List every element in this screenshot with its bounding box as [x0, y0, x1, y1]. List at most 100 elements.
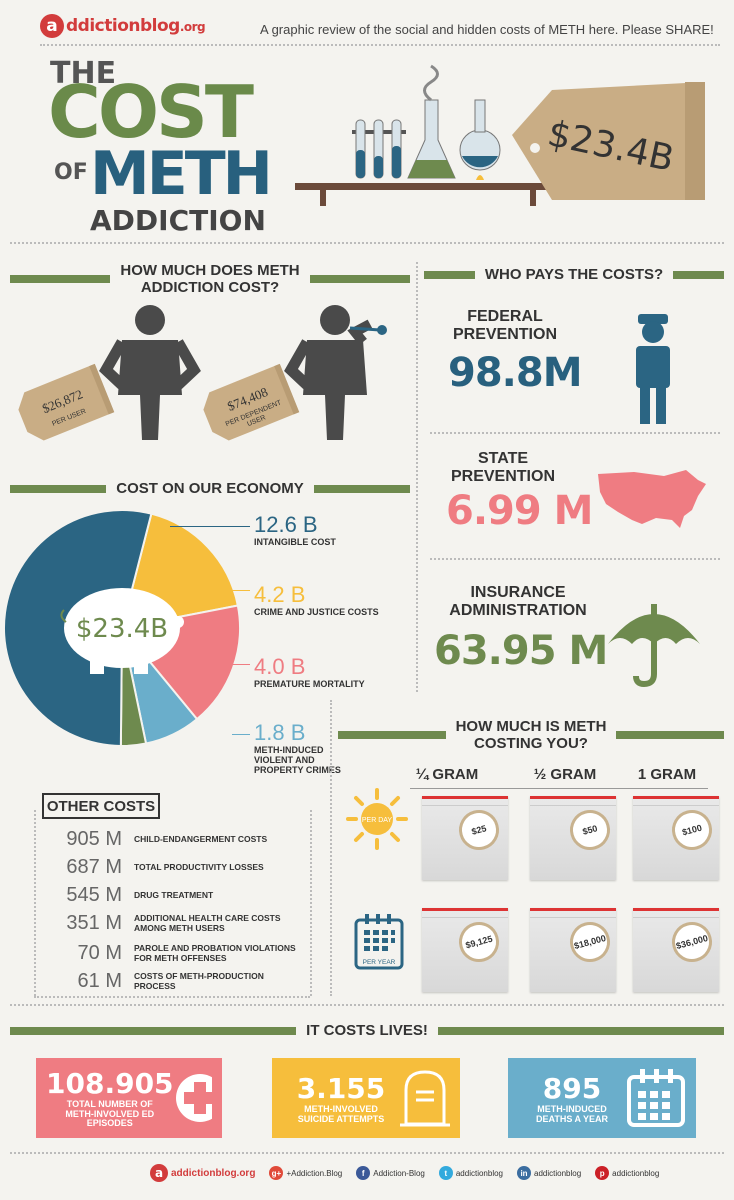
other-cost-label: CHILD-ENDANGERMENT COSTS [134, 833, 304, 844]
economy-label: CRIME AND JUSTICE COSTS [254, 607, 379, 617]
footer-social-label: addictionblog [534, 1168, 582, 1178]
lives-label: METH-INVOLVED ED [65, 1108, 155, 1119]
economy-label: VIOLENT AND [254, 754, 315, 765]
divider [10, 1152, 724, 1154]
header-bar [424, 270, 475, 279]
other-cost-label-line: COSTS OF METH-PRODUCTION PROCESS [134, 971, 264, 991]
calendar-icon: PER YEAR [354, 914, 404, 970]
economy-legend-item: 12.6 B INTANGIBLE COST [254, 512, 336, 548]
legend-connector [170, 526, 250, 527]
header-line: HOW MUCH DOES METH [120, 262, 300, 279]
other-cost-label: PAROLE AND PROBATION VIOLATIONS FOR METH … [134, 943, 304, 963]
logo-text: ddictionblog.org [66, 16, 206, 36]
lives-text: 108.905 TOTAL NUMBER OF METH-INVOLVED ED… [46, 1067, 174, 1130]
legend-connector [232, 664, 250, 665]
divider [416, 262, 418, 692]
section-title: IT COSTS LIVES! [306, 1022, 428, 1039]
cost-figures: $26,872 PER USER $74,408 PER DEPENDENT U… [18, 305, 387, 441]
other-cost-value: 905 M [66, 828, 122, 850]
burner-flame-icon [476, 175, 484, 180]
footer-logo[interactable]: a addictionblog.org [150, 1164, 255, 1182]
lives-box-ed-episodes: 108.905 TOTAL NUMBER OF METH-INVOLVED ED… [36, 1058, 222, 1138]
logo-badge: a [40, 14, 64, 38]
other-cost-label-line: TOTAL PRODUCTIVITY LOSSES [134, 861, 264, 872]
other-cost-row: 70 M PAROLE AND PROBATION VIOLATIONS FOR M… [44, 942, 304, 965]
footer-social-link[interactable]: g+ +Addiction.Blog [269, 1166, 342, 1180]
legend-connector [232, 590, 250, 591]
footer-social-link[interactable]: t addictionblog [438, 1166, 503, 1180]
round-flask-liquid [462, 156, 498, 168]
person-smoking-icon [284, 305, 387, 440]
lives-label: SUICIDE ATTEMPTS [297, 1113, 385, 1124]
other-cost-label-line: CHILD-ENDANGERMENT COSTS [134, 833, 268, 844]
section-header-cost: HOW MUCH DOES METH ADDICTION COST? [10, 262, 411, 297]
round-flask-neck [474, 99, 486, 133]
header-bar [309, 275, 411, 284]
payer-value: 98.8M [448, 350, 582, 396]
divider [310, 810, 312, 996]
tombstone-icon [400, 1070, 450, 1127]
payer-title-line: STATE [477, 450, 529, 467]
price-tag-stripe [685, 82, 705, 200]
economy-value: 1.8 B [254, 720, 306, 745]
lives-box-deaths: 895 METH-INDUCED DEATHS A YEAR [508, 1058, 696, 1138]
lab-table-top [295, 183, 595, 190]
person-icon [99, 305, 201, 440]
footer-social-link[interactable]: f Addiction-Blog [356, 1166, 425, 1180]
other-cost-row: 61 M COSTS OF METH-PRODUCTION PROCESS [44, 970, 304, 993]
payer-value: 63.95 M [434, 628, 608, 674]
lives-label: METH-INVOLVED [304, 1103, 378, 1114]
tagline: A graphic review of the social and hidde… [260, 22, 714, 37]
footer-social-label: addictionblog [612, 1168, 660, 1178]
section-title: HOW MUCH DOES METH ADDICTION COST? [120, 262, 299, 297]
section-header-lives: IT COSTS LIVES! [10, 1022, 724, 1039]
logo-text-main: ddictionblog [66, 16, 180, 36]
lives-label: DEATHS A YEAR [535, 1113, 608, 1124]
lives-box-suicide-attempts: 3.155 METH-INVOLVED SUICIDE ATTEMPTS [272, 1058, 460, 1138]
header-bar [10, 484, 107, 493]
title-the: THE [50, 56, 117, 91]
payer-title: STATE PREVENTION [448, 450, 558, 485]
divider [40, 44, 720, 46]
footer-social-link[interactable]: p addictionblog [595, 1166, 659, 1180]
payer-value: 6.99 M [446, 488, 593, 534]
header-bar [313, 484, 411, 493]
footer: a addictionblog.org g+ +Addiction.Blog f Ad… [150, 1164, 659, 1182]
divider [10, 242, 724, 244]
payer-title-line: PREVENTION [452, 325, 557, 343]
piggy-bank-icon [60, 588, 184, 674]
header-line: HOW MUCH IS METH [455, 718, 607, 735]
section-header-economy: COST ON OUR ECONOMY [10, 480, 411, 497]
economy-label: PROPERTY CRIMES [254, 764, 341, 775]
pipe-icon [349, 326, 381, 332]
title-of: OF [54, 160, 88, 185]
footer-social-link[interactable]: in addictionblog [517, 1166, 581, 1180]
footer-social-label: Addiction-Blog [373, 1168, 425, 1178]
footer-social: g+ +Addiction.Blog f Addiction-Blog t addicti… [269, 1166, 659, 1180]
economy-value: 4.0 B [254, 654, 306, 679]
other-cost-row: 351 M ADDITIONAL HEALTH CARE COSTS AMONG M… [44, 912, 304, 935]
other-cost-row: 905 M CHILD-ENDANGERMENT COSTS [44, 828, 304, 851]
payer-title-line: FEDERAL [467, 308, 543, 325]
footer-logo-text: addictionblog.org [171, 1167, 256, 1179]
price-tag-per-user: $26,872 PER USER [18, 363, 115, 441]
per-year-label: PER YEAR [363, 959, 396, 966]
header-bar [10, 275, 111, 284]
lives-label: EPISODES [86, 1118, 133, 1129]
section-header-costing-you: HOW MUCH IS METH COSTING YOU? [338, 718, 725, 753]
other-cost-label-line: AMONG METH USERS [134, 922, 225, 933]
other-cost-label-line: FOR METH OFFENSES [134, 952, 227, 963]
payer-title-line: PREVENTION [450, 467, 555, 485]
divider [34, 810, 36, 996]
other-cost-label-line: ADDITIONAL HEALTH CARE COSTS [134, 913, 281, 924]
economy-value: 12.6 B [254, 512, 318, 537]
gram-label: 1 GRAM [637, 766, 697, 783]
header-bar [616, 731, 725, 740]
economy-label: INTANGIBLE COST [254, 537, 336, 547]
brand-logo[interactable]: a ddictionblog.org [40, 14, 206, 38]
per-day-label: PER DAY [362, 817, 393, 824]
lives-label: METH-INDUCED [537, 1103, 607, 1114]
sun-icon: PER DAY [346, 788, 408, 850]
payer-title-line: ADMINISTRATION [449, 601, 587, 619]
medical-cross-icon [175, 1074, 212, 1122]
